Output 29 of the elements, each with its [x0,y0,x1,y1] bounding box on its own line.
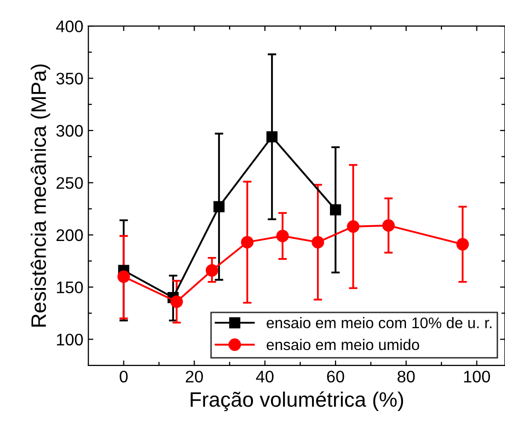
point [206,264,218,277]
y-tick-label: 350 [56,72,83,85]
y-tick-label: 100 [56,334,83,346]
y-tick-label: 300 [56,124,83,137]
x-axis-title: Fração volumétrica (%) [190,391,404,412]
point [346,220,360,233]
y-tick-label: 400 [56,20,83,32]
point [117,270,130,283]
x-tick-label: 40 [256,370,274,383]
point [276,230,289,242]
x-tick-label: 80 [398,370,415,383]
point [170,295,183,308]
y-axis-title: Resistência mecânica (MPa) [30,64,50,327]
point [456,238,469,251]
x-tick-label: 20 [186,370,203,383]
x-tick-label: 100 [464,370,490,383]
point [213,201,225,212]
point [312,236,324,248]
legend-label: ensaio em meio umido [266,338,420,350]
x-tick-label: 0 [120,370,128,383]
legend-label: ensaio em meio com 10% de u. r. [266,317,492,328]
point [241,236,254,248]
y-tick-label: 150 [56,282,83,294]
y-tick-label: 200 [56,229,83,242]
point [330,204,342,216]
point [382,219,395,232]
point [266,131,278,142]
x-tick-label: 60 [327,370,344,383]
y-tick-label: 250 [56,177,83,189]
